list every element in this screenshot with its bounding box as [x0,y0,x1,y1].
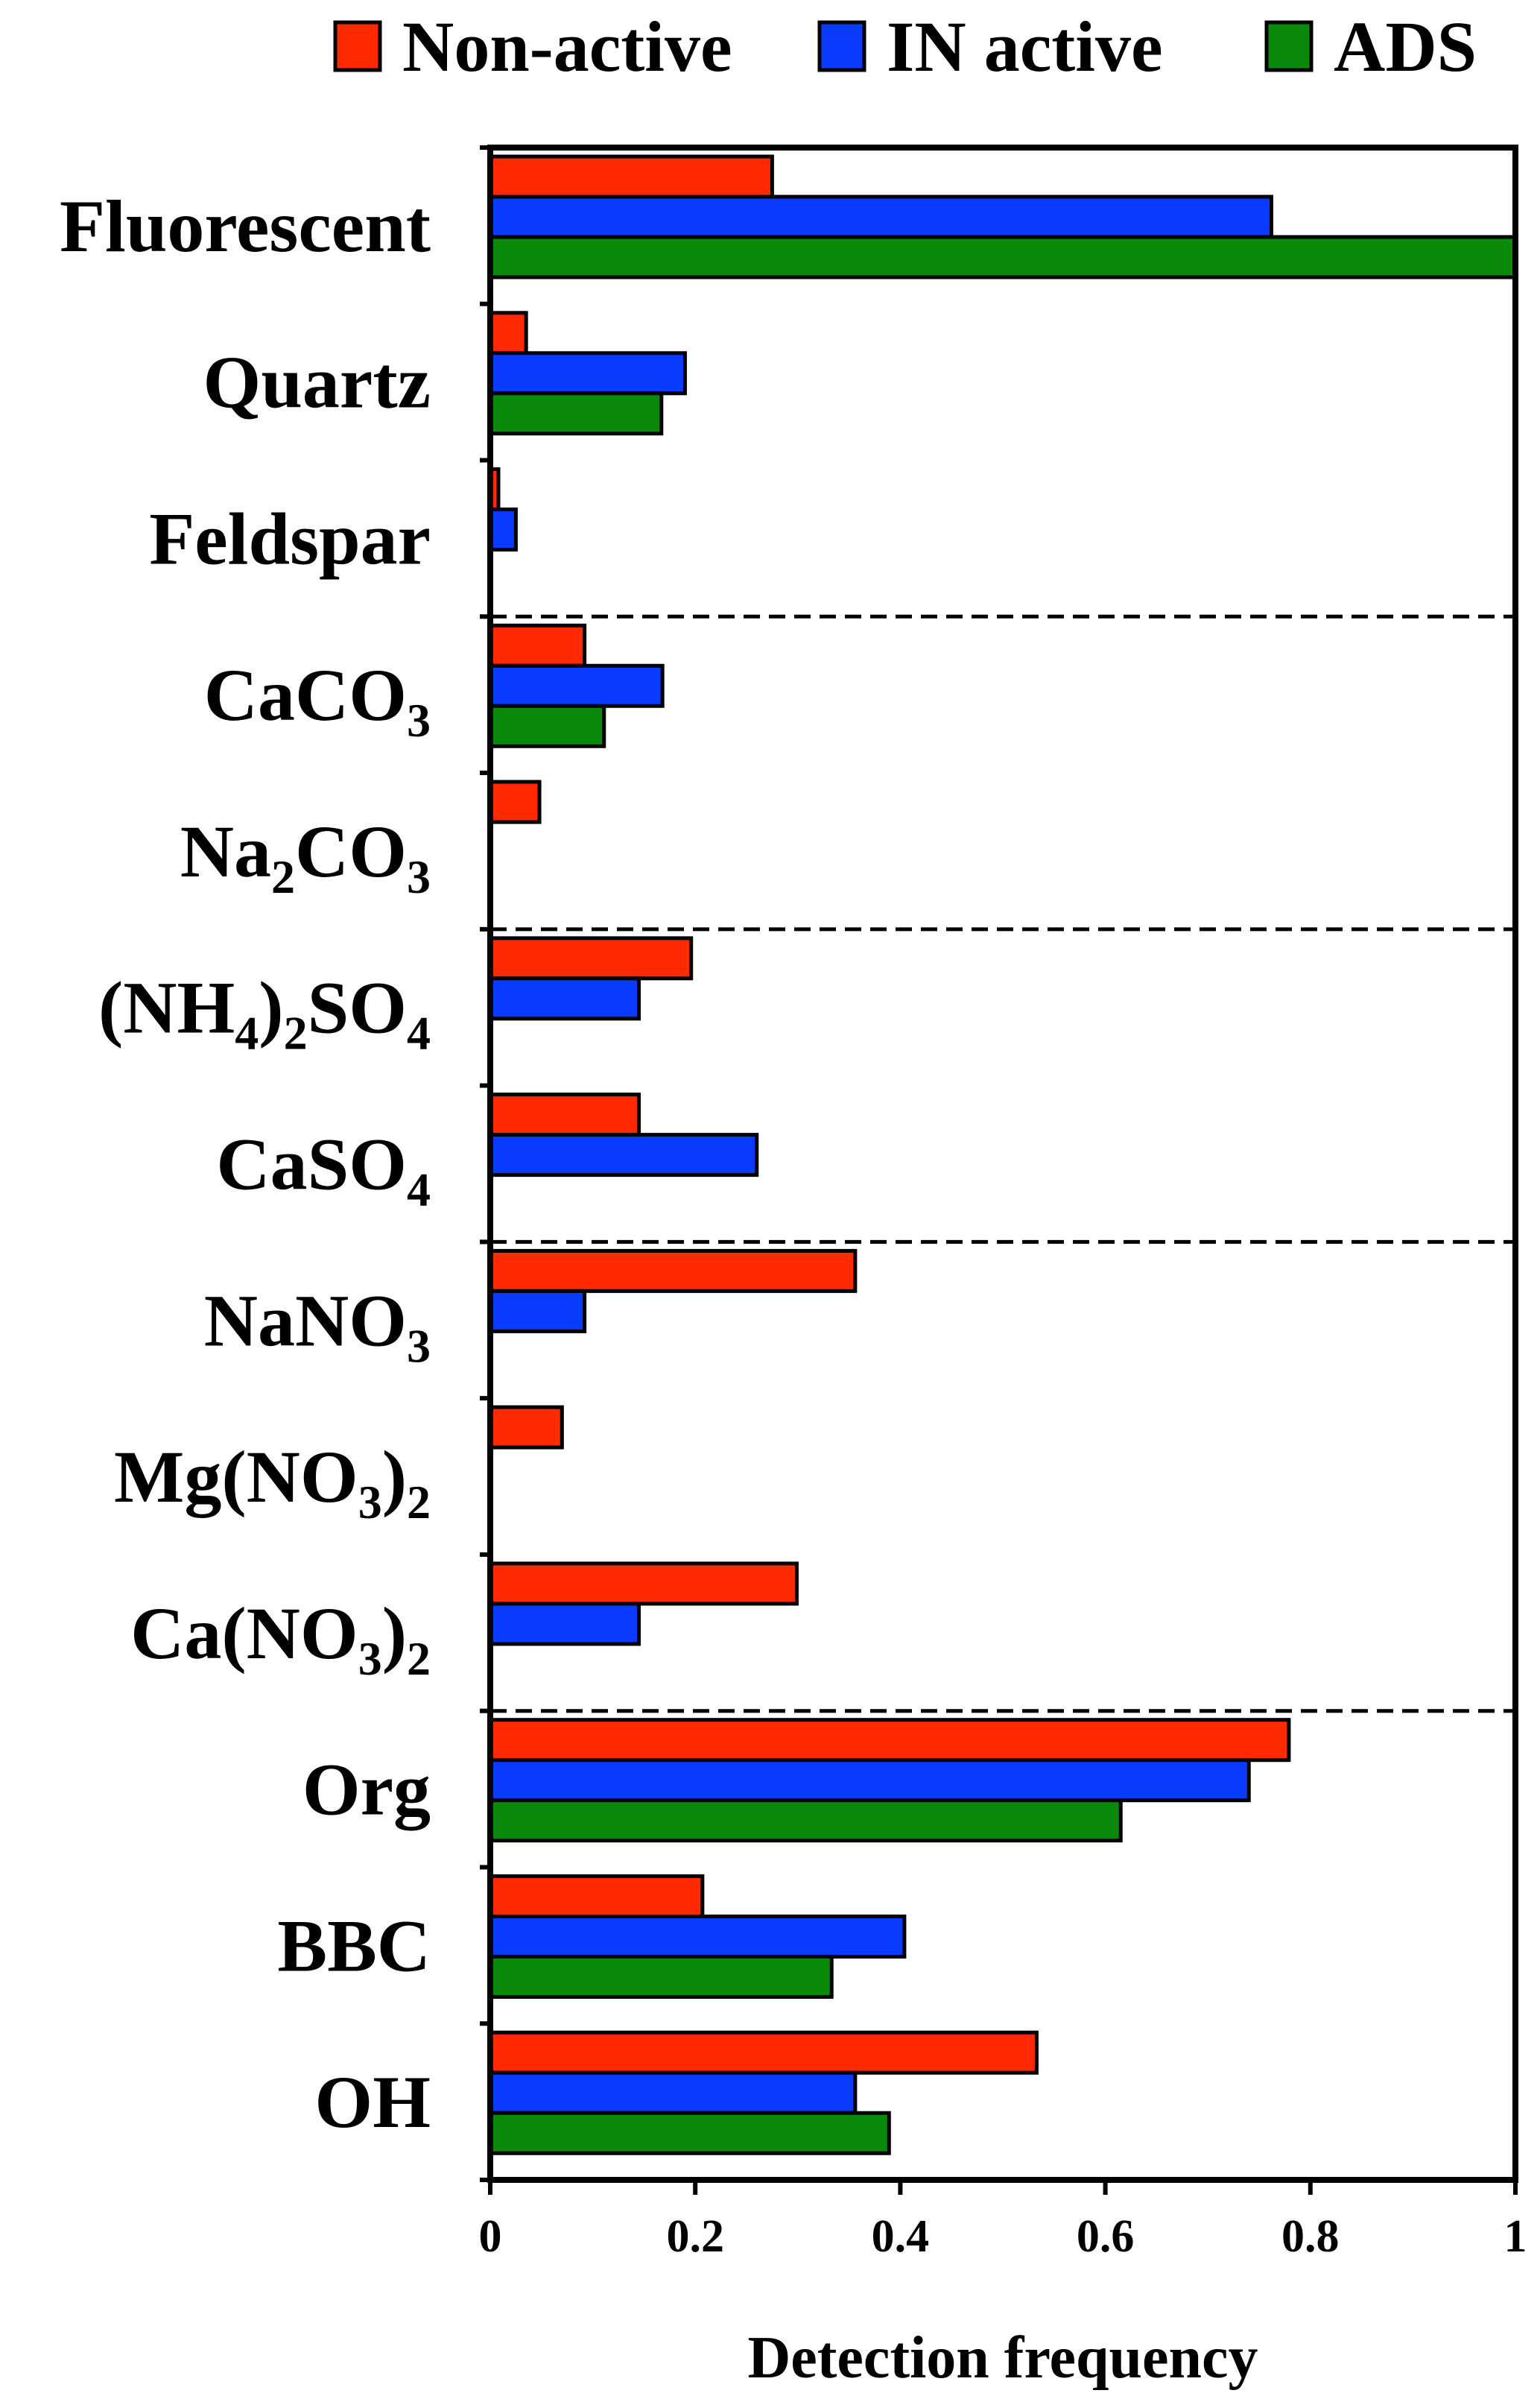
category-label: OH [314,2061,431,2143]
bar-in-active-2 [488,508,518,552]
bar-non-active-11 [488,1874,705,1918]
y-ticks [480,145,490,2182]
bar-in-active-0 [488,195,1274,239]
bar-non-active-0 [488,154,774,199]
bar-non-active-6 [488,1093,641,1137]
category-label: CaSO4 [216,1123,431,1216]
x-tick-label: 0.8 [1281,2211,1340,2262]
legend-label: Non-active [402,7,732,86]
legend-label: IN active [887,7,1163,86]
x-tick-label: 0.6 [1077,2211,1135,2262]
bar-in-active-3 [488,663,665,708]
bar-non-active-4 [488,780,542,824]
category-label: Feldspar [149,497,431,580]
legend-label: ADS [1334,7,1477,86]
x-ticks: 0 0.2 0.4 0.6 0.8 1 [479,2180,1527,2262]
bar-non-active-10 [488,1718,1291,1763]
bar-non-active-8 [488,1405,564,1450]
x-axis-title: Detection frequency [748,2325,1258,2391]
plot-frame [487,145,1518,2183]
legend-swatch-ads [1264,20,1314,72]
legend-swatch-in-active [817,20,866,72]
bar-in-active-9 [488,1602,641,1646]
x-tick-label: 0.4 [872,2211,930,2262]
category-labels: Fluorescent Quartz Feldspar CaCO3 Na2CO3 (NH4… [60,185,431,2143]
bar-in-active-12 [488,2070,858,2115]
bar-ads-3 [488,704,606,748]
bars [488,154,1518,2155]
bar-ads-11 [488,1954,834,1999]
category-label: BBC [277,1904,431,1987]
category-label: Fluorescent [60,185,431,268]
x-tick-label: 0 [479,2211,502,2262]
x-tick-label: 1 [1504,2211,1527,2262]
category-label: (NH4)2SO4 [98,967,431,1060]
category-label: NaNO3 [204,1279,431,1372]
bar-in-active-7 [488,1289,587,1333]
category-label: Org [302,1748,431,1831]
bar-in-active-1 [488,351,687,396]
separators [490,614,1515,1713]
category-label: Quartz [203,341,431,424]
bar-non-active-3 [488,623,587,668]
bar-non-active-7 [488,1248,858,1293]
category-label: Mg(NO3)2 [114,1435,431,1529]
bar-non-active-12 [488,2030,1039,2075]
bar-in-active-11 [488,1914,907,1959]
bar-ads-0 [488,235,1518,279]
bar-in-active-5 [488,976,641,1021]
x-tick-label: 0.2 [666,2211,724,2262]
legend-swatch-non-active [333,20,382,72]
legend: Non-active IN active ADS [333,7,1477,86]
bar-in-active-10 [488,1758,1251,1803]
category-label: Ca(NO3)2 [130,1592,431,1685]
bar-ads-1 [488,391,664,436]
bar-ads-10 [488,1798,1123,1843]
bar-in-active-6 [488,1133,759,1178]
bar-non-active-9 [488,1561,799,1606]
bar-non-active-1 [488,311,528,355]
category-label: Na2CO3 [180,810,431,903]
bar-non-active-5 [488,936,694,981]
category-label: CaCO3 [204,654,431,747]
bar-ads-12 [488,2111,891,2155]
